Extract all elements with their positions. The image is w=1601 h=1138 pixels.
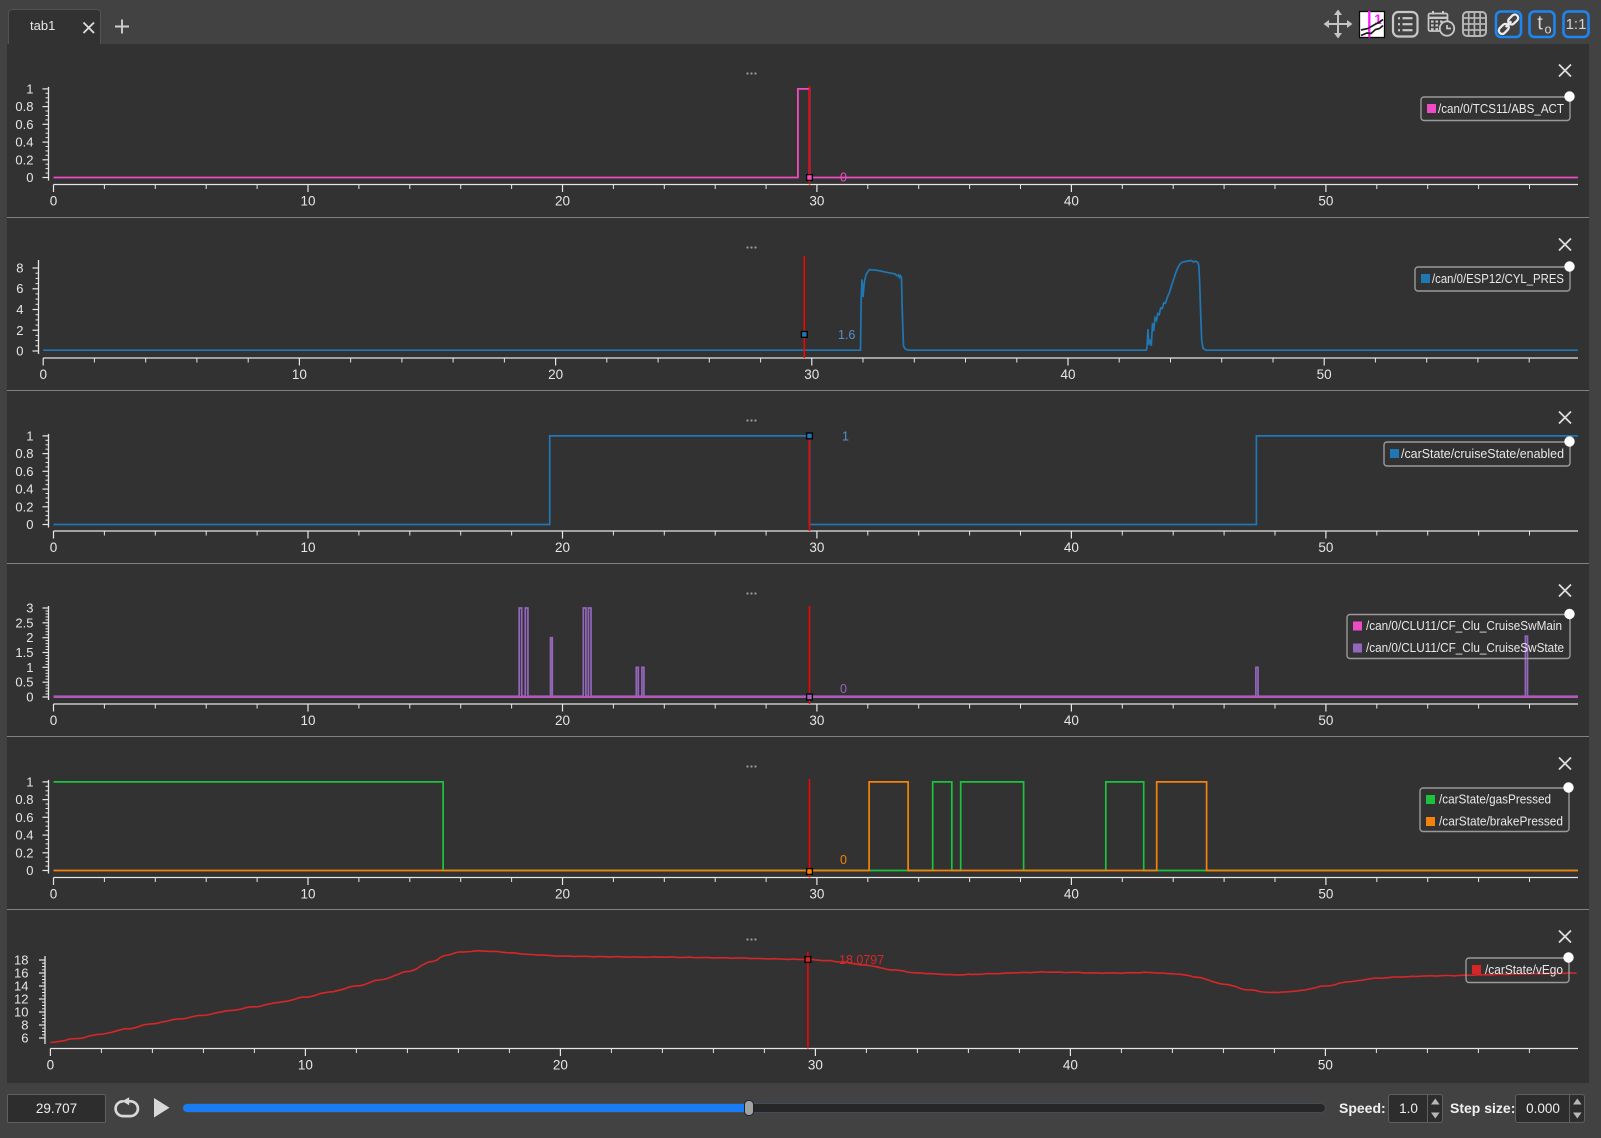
svg-text:0.5: 0.5 — [15, 675, 33, 690]
svg-text:/can/0/TCS11/ABS_ACT: /can/0/TCS11/ABS_ACT — [1438, 102, 1564, 116]
svg-text:12: 12 — [14, 992, 28, 1007]
svg-text:40: 40 — [1063, 1058, 1078, 1073]
svg-text:1: 1 — [26, 428, 33, 443]
svg-text:0.4: 0.4 — [15, 828, 33, 843]
svg-text:20: 20 — [553, 1058, 568, 1073]
svg-text:3: 3 — [26, 601, 33, 616]
svg-text:0.6: 0.6 — [15, 810, 33, 825]
svg-text:20: 20 — [555, 713, 570, 728]
svg-text:30: 30 — [804, 367, 819, 382]
svg-text:30: 30 — [809, 713, 824, 728]
svg-text:10: 10 — [14, 1005, 28, 1020]
svg-text:1: 1 — [26, 660, 33, 675]
svg-text:2.5: 2.5 — [15, 615, 33, 630]
svg-text:t: t — [1537, 13, 1543, 35]
svg-text:0: 0 — [50, 887, 58, 902]
svg-text:40: 40 — [1064, 713, 1079, 728]
svg-text:50: 50 — [1317, 367, 1332, 382]
svg-text:30: 30 — [809, 887, 824, 902]
svg-text:10: 10 — [300, 194, 315, 209]
svg-text:50: 50 — [1318, 1058, 1333, 1073]
svg-text:10: 10 — [300, 540, 315, 555]
svg-text:0.6: 0.6 — [15, 117, 33, 132]
svg-text:0: 0 — [50, 540, 58, 555]
svg-text:14: 14 — [14, 979, 28, 994]
svg-text:1:1: 1:1 — [1566, 16, 1587, 33]
svg-text:/carState/cruiseState/enabled: /carState/cruiseState/enabled — [1401, 447, 1564, 461]
svg-text:8: 8 — [21, 1018, 28, 1033]
svg-text:20: 20 — [548, 367, 563, 382]
svg-text:50: 50 — [1318, 540, 1333, 555]
svg-text:1.5: 1.5 — [15, 645, 33, 660]
svg-text:16: 16 — [14, 966, 28, 981]
svg-text:0.8: 0.8 — [15, 446, 33, 461]
svg-text:0: 0 — [50, 194, 58, 209]
svg-text:2: 2 — [26, 630, 33, 645]
svg-text:0: 0 — [840, 853, 847, 867]
svg-text:18: 18 — [14, 953, 28, 968]
svg-text:6: 6 — [16, 281, 23, 296]
svg-text:10: 10 — [300, 887, 315, 902]
svg-text:0.2: 0.2 — [15, 499, 33, 514]
svg-text:10: 10 — [298, 1058, 313, 1073]
svg-text:40: 40 — [1064, 194, 1079, 209]
svg-text:0.8: 0.8 — [15, 99, 33, 114]
svg-text:0: 0 — [50, 713, 58, 728]
svg-text:20: 20 — [555, 194, 570, 209]
svg-text:40: 40 — [1064, 540, 1079, 555]
svg-text:0: 0 — [26, 517, 33, 532]
svg-text:20: 20 — [555, 540, 570, 555]
svg-text:1.6: 1.6 — [838, 328, 855, 342]
svg-text:50: 50 — [1318, 713, 1333, 728]
svg-text:/can/0/CLU11/CF_Clu_CruiseSwSt: /can/0/CLU11/CF_Clu_CruiseSwState — [1366, 641, 1564, 655]
svg-text:/carState/vEgo: /carState/vEgo — [1485, 963, 1563, 977]
svg-text:8: 8 — [16, 261, 23, 276]
svg-text:30: 30 — [809, 194, 824, 209]
svg-text:1: 1 — [842, 429, 849, 443]
svg-text:0: 0 — [26, 690, 33, 705]
svg-text:0: 0 — [26, 863, 33, 878]
svg-text:1: 1 — [26, 81, 33, 96]
svg-text:0: 0 — [16, 344, 23, 359]
svg-text:4: 4 — [16, 302, 23, 317]
svg-text:1: 1 — [1374, 12, 1382, 27]
svg-text:1: 1 — [26, 774, 33, 789]
svg-text:/can/0/CLU11/CF_Clu_CruiseSwMa: /can/0/CLU11/CF_Clu_CruiseSwMain — [1366, 619, 1562, 633]
svg-text:20: 20 — [555, 887, 570, 902]
svg-text:0.2: 0.2 — [15, 845, 33, 860]
svg-text:0.8: 0.8 — [15, 792, 33, 807]
svg-text:0.6: 0.6 — [15, 464, 33, 479]
svg-text:18.0797: 18.0797 — [839, 953, 884, 967]
svg-text:/carState/brakePressed: /carState/brakePressed — [1439, 815, 1563, 829]
svg-text:0: 0 — [840, 171, 847, 185]
svg-text:10: 10 — [292, 367, 307, 382]
svg-text:30: 30 — [809, 540, 824, 555]
svg-text:40: 40 — [1064, 887, 1079, 902]
svg-text:/can/0/ESP12/CYL_PRES: /can/0/ESP12/CYL_PRES — [1432, 272, 1564, 286]
svg-text:40: 40 — [1060, 367, 1075, 382]
svg-text:/carState/gasPressed: /carState/gasPressed — [1439, 793, 1551, 807]
svg-text:0: 0 — [39, 367, 47, 382]
svg-text:50: 50 — [1318, 887, 1333, 902]
svg-text:0: 0 — [26, 170, 33, 185]
svg-text:0: 0 — [47, 1058, 55, 1073]
svg-text:6: 6 — [21, 1031, 28, 1046]
svg-text:0.2: 0.2 — [15, 152, 33, 167]
svg-text:0.4: 0.4 — [15, 482, 33, 497]
svg-text:2: 2 — [16, 323, 23, 338]
svg-text:30: 30 — [808, 1058, 823, 1073]
svg-text:0: 0 — [840, 682, 847, 696]
svg-text:0.4: 0.4 — [15, 135, 33, 150]
svg-text:o: o — [1545, 23, 1552, 37]
svg-text:50: 50 — [1318, 194, 1333, 209]
svg-text:10: 10 — [300, 713, 315, 728]
